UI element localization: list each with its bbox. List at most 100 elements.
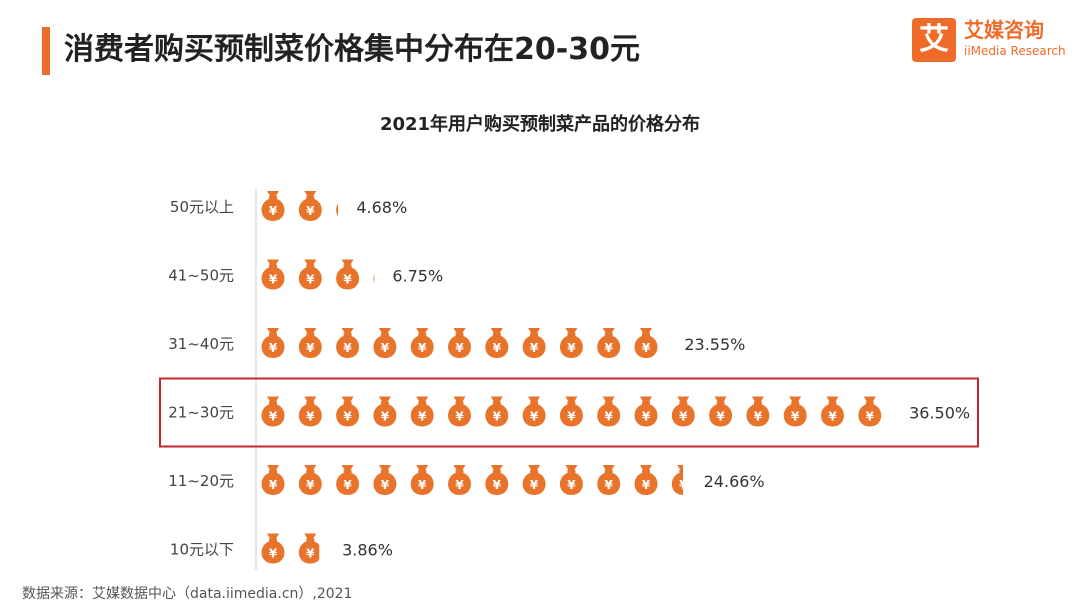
svg-text:¥: ¥ [381, 478, 390, 492]
money-bag-icon: ¥ [485, 396, 509, 427]
money-bag-icon: ¥ [559, 465, 583, 495]
svg-text:¥: ¥ [269, 410, 278, 424]
money-bag-icon: ¥ [783, 396, 807, 427]
svg-text:¥: ¥ [791, 410, 800, 424]
svg-text:¥: ¥ [567, 410, 576, 424]
logo-name-en: iiMedia Research [964, 44, 1066, 58]
money-bag-icon: ¥ [298, 533, 320, 564]
svg-text:¥: ¥ [754, 410, 763, 424]
money-bag-icon: ¥ [410, 328, 434, 358]
svg-text:¥: ¥ [493, 478, 502, 492]
svg-text:¥: ¥ [530, 410, 539, 424]
data-source-note: 数据来源：艾媒数据中心（data.iimedia.cn）,2021 [22, 586, 353, 602]
money-bag-icon: ¥ [298, 396, 322, 427]
svg-text:¥: ¥ [269, 341, 278, 355]
svg-text:¥: ¥ [567, 341, 576, 355]
money-bag-icon: ¥ [858, 396, 882, 427]
svg-text:¥: ¥ [493, 410, 502, 424]
money-bag-icon: ¥ [448, 328, 471, 358]
money-bag-icon: ¥ [298, 328, 322, 358]
logo-mark: 艾 [912, 18, 956, 62]
money-bag-icon: ¥ [336, 259, 360, 290]
svg-text:¥: ¥ [269, 547, 278, 561]
money-bag-icon: ¥ [671, 465, 688, 495]
category-label: 21~30元 [168, 404, 234, 422]
money-bag-icon: ¥ [448, 465, 471, 495]
money-bag-icon: ¥ [261, 328, 285, 358]
title-accent-bar [42, 27, 50, 75]
svg-text:¥: ¥ [418, 410, 427, 424]
money-bag-icon: ¥ [634, 328, 658, 358]
money-bag-icon: ¥ [522, 396, 546, 427]
svg-text:¥: ¥ [679, 410, 688, 424]
logo-name-cn: 艾媒咨询 [964, 18, 1044, 42]
svg-text:¥: ¥ [455, 478, 464, 492]
money-bag-icon: ¥ [634, 396, 658, 427]
svg-text:¥: ¥ [306, 273, 315, 287]
highlight-box [159, 377, 979, 448]
chart-title: 2021年用户购买预制菜产品的价格分布 [379, 114, 701, 135]
svg-text:¥: ¥ [306, 547, 315, 561]
svg-text:¥: ¥ [605, 341, 614, 355]
svg-text:¥: ¥ [679, 478, 688, 492]
money-bag-icon: ¥ [336, 203, 352, 218]
money-bag-icon: ¥ [485, 465, 509, 495]
money-bag-icon: ¥ [336, 396, 360, 427]
svg-text:¥: ¥ [306, 410, 315, 424]
money-bag-icon: ¥ [634, 465, 658, 495]
svg-text:¥: ¥ [605, 410, 614, 424]
svg-text:¥: ¥ [306, 341, 315, 355]
svg-text:¥: ¥ [269, 204, 278, 218]
money-bag-icon: ¥ [671, 396, 695, 427]
money-bag-icon: ¥ [298, 465, 322, 495]
money-bag-icon: ¥ [597, 465, 621, 495]
money-bag-icon: ¥ [448, 396, 471, 427]
svg-text:¥: ¥ [605, 478, 614, 492]
category-label: 50元以上 [170, 198, 234, 216]
svg-text:¥: ¥ [343, 204, 352, 218]
svg-text:¥: ¥ [418, 341, 427, 355]
money-bag-icon: ¥ [410, 465, 434, 495]
money-bag-icon: ¥ [522, 328, 546, 358]
money-bag-icon: ¥ [298, 259, 322, 290]
svg-text:¥: ¥ [455, 341, 464, 355]
svg-text:¥: ¥ [381, 273, 390, 287]
value-label: 3.86% [342, 541, 393, 560]
value-label: 23.55% [684, 335, 745, 354]
money-bag-icon: ¥ [410, 396, 434, 427]
money-bag-icon: ¥ [298, 191, 322, 221]
iimedia-logo: 艾 艾媒咨询 iiMedia Research [912, 18, 1066, 62]
money-bag-icon: ¥ [746, 396, 770, 427]
value-label: 36.50% [909, 404, 970, 423]
svg-text:¥: ¥ [642, 341, 651, 355]
svg-text:¥: ¥ [269, 478, 278, 492]
svg-text:¥: ¥ [306, 204, 315, 218]
value-label: 24.66% [704, 472, 765, 491]
money-bag-icon: ¥ [373, 328, 397, 358]
svg-text:¥: ¥ [642, 410, 651, 424]
money-bag-icon: ¥ [261, 191, 285, 221]
money-bag-icon: ¥ [373, 273, 390, 287]
money-bag-icon: ¥ [373, 396, 397, 427]
money-bag-icon: ¥ [261, 259, 285, 290]
value-label: 4.68% [356, 198, 407, 217]
money-bag-icon: ¥ [709, 396, 733, 427]
money-bag-icon: ¥ [597, 328, 621, 358]
svg-text:¥: ¥ [493, 341, 502, 355]
svg-text:¥: ¥ [343, 410, 352, 424]
svg-text:¥: ¥ [642, 478, 651, 492]
svg-text:¥: ¥ [269, 273, 278, 287]
money-bag-icon: ¥ [261, 396, 285, 427]
category-label: 41~50元 [168, 267, 234, 285]
svg-text:¥: ¥ [866, 410, 875, 424]
money-bag-icon: ¥ [373, 465, 397, 495]
svg-text:¥: ¥ [530, 478, 539, 492]
svg-text:¥: ¥ [381, 410, 390, 424]
category-label: 10元以下 [170, 541, 234, 559]
svg-text:¥: ¥ [343, 341, 352, 355]
money-bag-icon: ¥ [559, 396, 583, 427]
svg-text:¥: ¥ [716, 410, 725, 424]
svg-text:¥: ¥ [381, 341, 390, 355]
svg-text:¥: ¥ [418, 478, 427, 492]
